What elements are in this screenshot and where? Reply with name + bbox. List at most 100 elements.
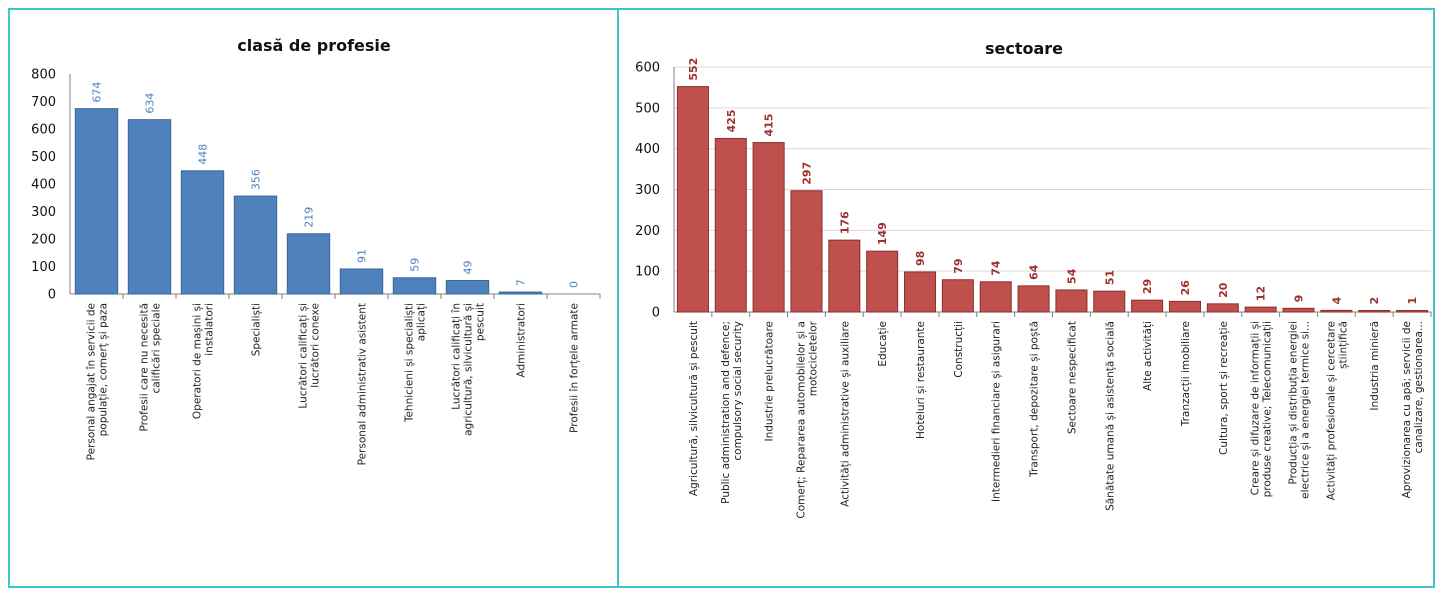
category-label: Sectoare nespecificat bbox=[1066, 321, 1078, 434]
occupation-bar bbox=[445, 280, 490, 295]
category-label: Operatori de mașini șiinstalatori bbox=[192, 303, 216, 419]
data-label: 91 bbox=[356, 249, 369, 263]
category-label: Producția și distribuția energieielectri… bbox=[1288, 321, 1312, 499]
category-label: Transport, depozitare și poștă bbox=[1029, 321, 1041, 478]
sector-bar bbox=[1358, 310, 1391, 313]
y-tick-label: 700 bbox=[31, 95, 56, 110]
data-label: 149 bbox=[876, 222, 889, 245]
category-label-line: Aprovizionarea cu apă; servicii de bbox=[1401, 321, 1413, 498]
category-label-line: Tranzacții imobiliare bbox=[1180, 321, 1192, 427]
occupation-bar bbox=[180, 170, 225, 295]
y-tick-label: 500 bbox=[31, 150, 56, 165]
category-label-line: Specialiști bbox=[251, 303, 263, 356]
sector-bar bbox=[676, 86, 709, 313]
data-label: 552 bbox=[687, 58, 700, 81]
category-label-line: Sănătate umană și asistență socială bbox=[1104, 321, 1116, 511]
data-label: 79 bbox=[952, 258, 965, 273]
sector-bar bbox=[1206, 303, 1239, 313]
data-label: 12 bbox=[1255, 286, 1268, 301]
sector-bar bbox=[828, 239, 861, 313]
data-label: 74 bbox=[990, 260, 1003, 276]
category-label-line: Transport, depozitare și poștă bbox=[1029, 321, 1041, 478]
category-label-line: agricultură, silvicultură și bbox=[463, 303, 475, 436]
category-label: Tranzacții imobiliare bbox=[1180, 321, 1192, 427]
sector-bar bbox=[1093, 290, 1126, 313]
category-label: Public administration and defence;compul… bbox=[720, 321, 744, 504]
sector-bar bbox=[979, 281, 1012, 313]
category-label-line: Sectoare nespecificat bbox=[1066, 321, 1078, 434]
category-label-line: pescuit bbox=[475, 303, 487, 341]
occupation-bar bbox=[339, 268, 384, 295]
chart-panel-sectors: sectoare 0 100 200 300 400 500 600 552 Agricultur… bbox=[617, 8, 1435, 588]
category-label-line: Hoteluri și restaurante bbox=[915, 321, 927, 439]
sector-bar bbox=[1320, 309, 1353, 313]
occupation-bar bbox=[392, 277, 437, 295]
occupation-bar bbox=[286, 233, 331, 295]
y-tick-label: 400 bbox=[31, 178, 56, 193]
category-label: Activități administrative și auxiliare bbox=[839, 321, 851, 507]
category-label-line: populație, comerț și paza bbox=[98, 303, 110, 436]
sector-bar bbox=[714, 137, 747, 313]
category-label: Intermedieri financiare și asigurari bbox=[991, 321, 1003, 502]
category-label: Lucrători calificați înagricultură, silv… bbox=[451, 303, 487, 436]
category-label-line: Intermedieri financiare și asigurari bbox=[991, 321, 1003, 502]
y-tick-label: 0 bbox=[652, 306, 660, 321]
sector-bar bbox=[1055, 289, 1088, 313]
category-label-line: Industrie prelucrătoare bbox=[764, 321, 776, 442]
category-label: Hoteluri și restaurante bbox=[915, 321, 927, 439]
category-label: Construcții bbox=[953, 321, 965, 378]
category-label: Comerț; Repararea automobilelor și amoto… bbox=[795, 320, 819, 518]
category-label: Cultura, sport și recreație bbox=[1218, 321, 1230, 455]
data-label: 219 bbox=[303, 207, 316, 228]
data-label: 425 bbox=[725, 109, 738, 132]
category-label-line: Activități profesionale și cercetare bbox=[1325, 321, 1337, 500]
sector-bar bbox=[1244, 306, 1277, 313]
data-label: 54 bbox=[1065, 268, 1078, 284]
y-tick-label: 100 bbox=[31, 260, 56, 275]
occupation-bar bbox=[233, 195, 278, 295]
category-label: Industrie prelucrătoare bbox=[764, 321, 776, 442]
sector-bar bbox=[1168, 300, 1201, 313]
category-label-line: instalatori bbox=[204, 303, 216, 356]
y-tick-label: 300 bbox=[635, 183, 660, 198]
chart-title: sectoare bbox=[985, 39, 1063, 58]
data-label: 59 bbox=[409, 258, 422, 272]
category-label-line: Lucrători calificați în bbox=[451, 303, 463, 410]
category-label: Specialiști bbox=[251, 303, 263, 356]
data-label: 51 bbox=[1103, 270, 1116, 285]
sector-bar bbox=[1282, 307, 1315, 313]
data-label: 64 bbox=[1028, 264, 1041, 280]
category-label-line: Personal angajat în servicii de bbox=[86, 303, 98, 460]
data-label: 415 bbox=[763, 114, 776, 137]
category-label: Profesii care nu necesităcalificări spec… bbox=[139, 303, 163, 431]
category-label: Activități profesionale și cercetareștii… bbox=[1325, 321, 1349, 500]
category-label-line: Cultura, sport și recreație bbox=[1218, 321, 1230, 455]
data-label: 20 bbox=[1217, 282, 1230, 298]
data-label: 356 bbox=[250, 169, 263, 190]
sector-bar bbox=[866, 250, 899, 313]
category-label: Aprovizionarea cu apă; servicii decanali… bbox=[1401, 321, 1425, 498]
sector-bar bbox=[941, 279, 974, 313]
category-label: Educație bbox=[877, 321, 889, 367]
sector-bar bbox=[790, 190, 823, 313]
category-label: Personal angajat în servicii depopulație… bbox=[86, 303, 110, 460]
category-label-line: aplicați bbox=[416, 303, 428, 341]
category-label-line: Activități administrative și auxiliare bbox=[839, 321, 851, 507]
y-tick-label: 600 bbox=[31, 123, 56, 138]
y-tick-label: 400 bbox=[635, 142, 660, 157]
data-label: 9 bbox=[1293, 295, 1306, 303]
y-tick-label: 0 bbox=[48, 288, 56, 303]
data-label: 176 bbox=[838, 211, 851, 234]
data-label: 49 bbox=[462, 261, 475, 275]
sectors-bar-chart: sectoare 0 100 200 300 400 500 600 552 Agricultur… bbox=[635, 39, 1432, 519]
y-tick-label: 800 bbox=[31, 68, 56, 83]
category-label-line: electrice și a energiei termice si... bbox=[1300, 321, 1312, 499]
data-label: 674 bbox=[91, 82, 104, 103]
y-tick-label: 200 bbox=[31, 233, 56, 248]
category-label-line: Public administration and defence; bbox=[720, 321, 732, 504]
data-label: 4 bbox=[1330, 296, 1343, 304]
y-tick-label: 300 bbox=[31, 205, 56, 220]
data-label: 29 bbox=[1141, 279, 1154, 294]
data-label: 26 bbox=[1179, 280, 1192, 296]
y-tick-label: 600 bbox=[635, 61, 660, 76]
